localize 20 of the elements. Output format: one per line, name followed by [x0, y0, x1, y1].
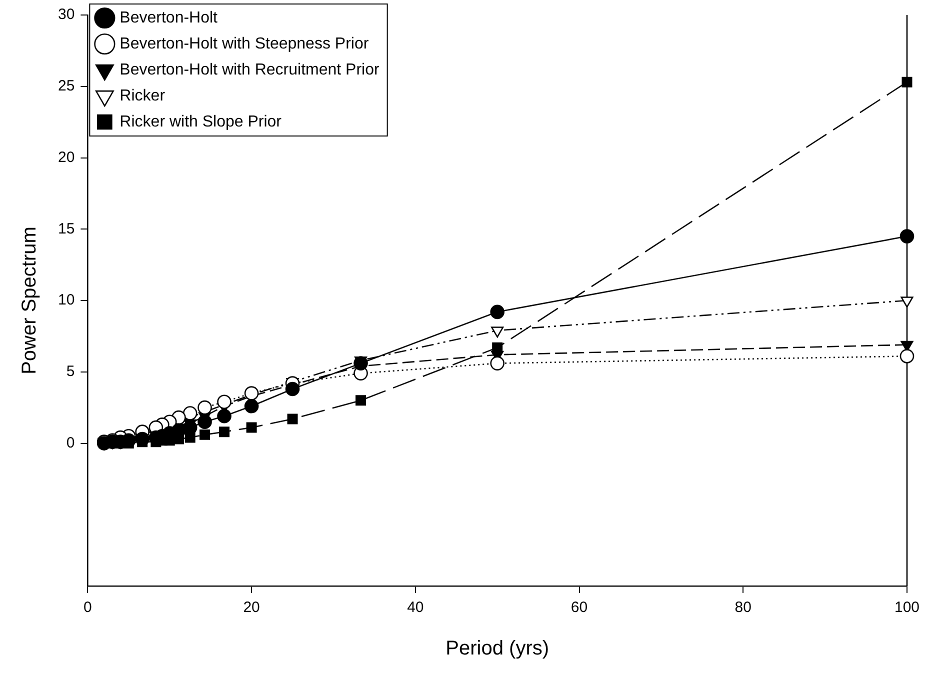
legend-label: Beverton-Holt with Steepness Prior	[120, 35, 370, 52]
y-tick-label: 15	[58, 220, 75, 238]
y-tick-label: 0	[66, 434, 75, 452]
x-tick-label: 40	[407, 599, 424, 616]
y-tick-label: 30	[58, 6, 75, 24]
legend-label: Beverton-Holt	[120, 9, 218, 26]
x-axis-title: Period (yrs)	[446, 638, 550, 660]
x-tick-label: 60	[570, 599, 588, 616]
legend-label: Beverton-Holt with Recruitment Prior	[120, 61, 380, 78]
legend-label: Ricker	[120, 87, 166, 104]
y-tick-label: 5	[66, 363, 75, 380]
x-tick-label: 80	[734, 599, 752, 616]
x-tick-label: 0	[84, 599, 92, 616]
y-tick-label: 20	[58, 148, 75, 166]
legend-label: Ricker with Slope Prior	[120, 113, 282, 130]
y-axis-title: Power Spectrum	[18, 226, 41, 374]
x-tick-label: 100	[894, 599, 920, 616]
y-tick-label: 25	[58, 78, 75, 95]
y-tick-label: 10	[58, 292, 75, 309]
x-tick-label: 20	[243, 599, 260, 616]
